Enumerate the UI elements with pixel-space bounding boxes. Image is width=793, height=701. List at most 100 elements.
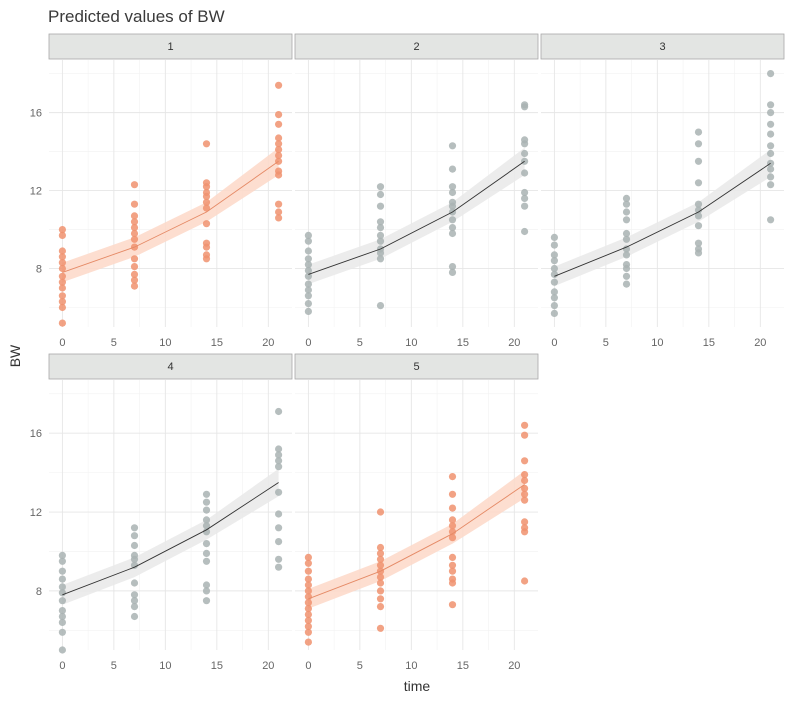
x-tick-label: 10	[159, 337, 171, 349]
data-point	[767, 120, 775, 128]
y-tick-label: 16	[30, 108, 42, 120]
data-point	[304, 587, 312, 595]
data-point	[521, 457, 529, 465]
data-point	[376, 624, 385, 632]
data-point	[448, 522, 457, 530]
data-point	[376, 543, 385, 552]
data-point	[448, 534, 457, 542]
data-point	[448, 553, 457, 562]
x-tick-label: 10	[651, 337, 663, 349]
data-point	[694, 179, 703, 187]
data-point	[275, 457, 283, 465]
data-point	[767, 149, 775, 158]
data-point	[304, 610, 312, 619]
data-point	[58, 259, 66, 267]
x-tick-label: 15	[211, 660, 223, 672]
data-point	[694, 212, 703, 220]
data-point	[448, 202, 457, 210]
data-point	[275, 200, 283, 208]
data-point	[694, 222, 703, 230]
data-point	[275, 111, 283, 119]
data-point	[202, 140, 211, 148]
data-point	[130, 561, 139, 569]
data-point	[304, 559, 312, 567]
data-point	[767, 159, 775, 167]
data-point	[304, 567, 312, 575]
data-point	[448, 183, 457, 191]
data-point	[275, 538, 283, 546]
x-tick-label: 5	[357, 660, 363, 672]
data-point	[202, 243, 211, 251]
data-point	[275, 146, 283, 154]
data-point	[275, 120, 283, 128]
data-point	[376, 573, 385, 581]
data-point	[767, 101, 775, 109]
data-point	[550, 278, 559, 286]
confidence-band	[308, 470, 525, 609]
data-point	[130, 181, 139, 189]
x-tick-label: 15	[457, 660, 469, 672]
data-point	[767, 109, 775, 117]
data-point	[448, 561, 457, 569]
data-point	[58, 618, 66, 627]
data-point	[275, 214, 283, 222]
data-point	[130, 212, 139, 220]
x-tick-label: 20	[754, 337, 766, 349]
data-point	[58, 319, 66, 327]
data-point	[694, 200, 703, 208]
data-point	[130, 532, 139, 540]
data-point	[622, 194, 631, 202]
data-point	[275, 157, 283, 165]
data-point	[202, 498, 211, 506]
data-point	[622, 264, 631, 273]
data-point	[58, 272, 66, 280]
data-point	[275, 451, 283, 459]
data-point	[304, 638, 312, 646]
data-point	[550, 294, 559, 302]
data-point	[694, 249, 703, 257]
data-point	[304, 272, 312, 280]
data-point	[448, 504, 457, 512]
data-point	[275, 488, 283, 496]
data-point	[304, 292, 312, 300]
data-point	[521, 484, 529, 492]
data-point	[275, 81, 283, 89]
x-tick-label: 10	[405, 337, 417, 349]
data-point	[130, 255, 139, 263]
data-point	[767, 130, 775, 138]
data-point	[202, 557, 211, 565]
data-point	[622, 216, 631, 224]
fit-line	[308, 160, 525, 275]
data-point	[130, 282, 139, 290]
data-point	[521, 490, 529, 498]
data-point	[448, 263, 457, 271]
data-point	[58, 551, 66, 560]
data-point	[202, 540, 211, 548]
data-point	[304, 593, 312, 601]
data-point	[376, 202, 385, 210]
data-point	[448, 229, 457, 238]
data-point	[304, 286, 312, 294]
data-point	[58, 247, 66, 255]
x-tick-label: 10	[159, 660, 171, 672]
data-point	[448, 579, 457, 587]
data-point	[130, 541, 139, 550]
fit-line	[554, 162, 771, 277]
data-point	[58, 567, 66, 575]
data-point	[304, 599, 312, 607]
data-point	[376, 190, 385, 199]
data-point	[304, 231, 312, 239]
data-point	[58, 226, 66, 234]
data-point	[622, 235, 631, 243]
x-tick-label: 20	[262, 660, 274, 672]
strip-background	[540, 33, 785, 60]
data-point	[448, 216, 457, 224]
data-point	[521, 202, 529, 210]
data-point	[521, 227, 529, 236]
data-point	[521, 421, 529, 429]
data-point	[275, 151, 283, 160]
data-point	[521, 157, 529, 165]
data-point	[58, 628, 66, 636]
strip-background	[294, 353, 539, 380]
data-point	[130, 200, 139, 208]
